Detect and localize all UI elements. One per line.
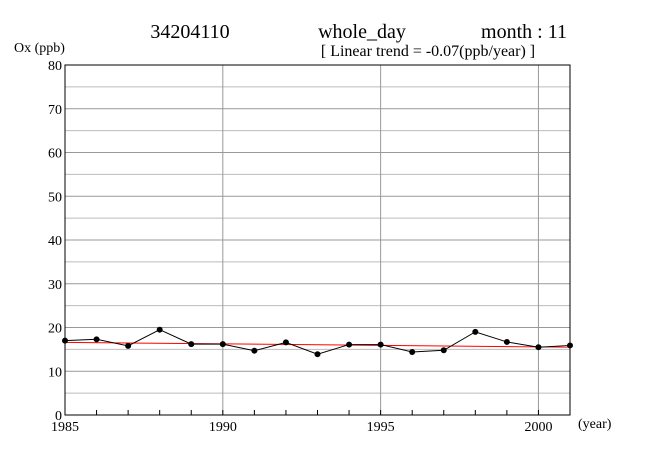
data-point <box>377 341 384 348</box>
y-tick-label: 0 <box>55 409 62 424</box>
month: month : 11 <box>481 21 567 43</box>
data-point <box>93 336 100 343</box>
y-tick-label: 70 <box>48 103 62 118</box>
plot-frame <box>64 64 571 416</box>
data-point <box>282 339 289 346</box>
data-point <box>472 328 479 335</box>
period: whole_day <box>318 21 406 43</box>
x-tick-label: 1995 <box>367 420 395 435</box>
y-tick-label: 10 <box>48 365 62 380</box>
data-point <box>125 342 132 349</box>
data-point <box>156 326 163 333</box>
data-point <box>346 341 353 348</box>
station-id: 34204110 <box>150 21 229 43</box>
data-point <box>62 337 68 344</box>
x-tick-label: 1990 <box>209 420 237 435</box>
y-tick-label: 80 <box>48 59 62 74</box>
trend-line <box>64 341 571 348</box>
y-tick-label: 50 <box>48 190 62 205</box>
y-tick-label: 30 <box>48 278 62 293</box>
data-point <box>251 347 258 354</box>
data-point <box>409 349 416 355</box>
y-tick-label: 60 <box>48 147 62 162</box>
data-point <box>188 341 195 348</box>
y-axis-label: Ox (ppb) <box>14 41 65 56</box>
data-point <box>440 347 447 354</box>
x-tick-label: 1985 <box>51 420 79 435</box>
subtitle: [ Linear trend = -0.07(ppb/year) ] <box>321 43 535 60</box>
data-point <box>567 342 573 349</box>
data-point <box>219 341 226 348</box>
x-tick-label: 2000 <box>524 420 552 435</box>
y-tick-label: 20 <box>48 322 62 337</box>
data-point <box>314 351 321 358</box>
data-line <box>64 329 571 355</box>
data-point <box>503 338 510 345</box>
y-tick-label: 40 <box>48 234 62 249</box>
data-point <box>535 344 542 351</box>
x-axis-label: (year) <box>578 417 612 432</box>
